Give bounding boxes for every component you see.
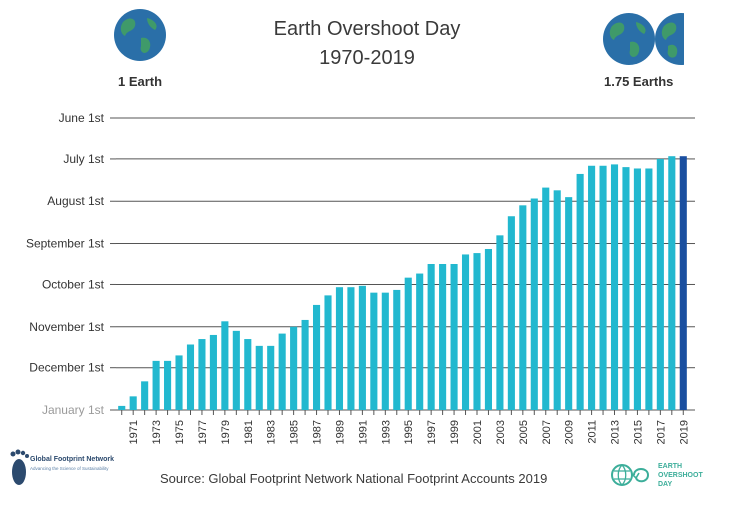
bar-2002 [484,248,493,410]
x-tick-label: 2015 [632,420,644,444]
bar-1986 [301,319,309,410]
source-note: Source: Global Footprint Network Nationa… [160,471,548,486]
bar-1985 [290,326,298,410]
bar-1988 [324,295,332,410]
bar-1980 [232,330,240,410]
bar-1997 [427,264,435,410]
x-tick-label: 1973 [151,420,163,444]
earth-globe-icon [602,12,692,71]
chart-subtitle: 1970-2019 [319,47,415,69]
one-point-seven-five-earths-label: 1.75 Earths [604,74,674,89]
bar-1987 [312,304,321,410]
x-tick-label: 2009 [564,420,576,444]
x-tick-label: 2007 [541,420,553,444]
bar-1979 [221,321,229,410]
x-tick-label: 1985 [289,420,301,444]
bar-2005 [519,205,527,410]
y-tick-label: September 1st [26,237,105,251]
bar-1970 [118,405,126,410]
y-tick-label: January 1st [42,403,105,417]
bar-1981 [244,339,252,410]
bar-2013 [610,164,619,410]
x-tick-label: 2019 [678,420,690,444]
bar-2016 [645,168,653,410]
bar-1972 [141,381,149,410]
bar-1978 [209,334,217,410]
bar-1993 [381,292,389,410]
x-tick-label: 1989 [334,420,346,444]
bar-2006 [530,198,538,410]
y-tick-label: October 1st [42,277,105,291]
bar-2015 [633,168,641,410]
bar-2010 [576,173,584,410]
bar-2019 [679,156,687,410]
x-tick-label: 2005 [518,420,530,444]
bar-1994 [393,289,401,410]
bar-1982 [255,345,263,410]
x-tick-label: 1977 [197,420,209,444]
bar-2000 [461,254,470,410]
x-tick-label: 2013 [610,420,622,444]
x-tick-label: 1987 [312,420,324,444]
gfn-logo-name: Global Footprint Network [30,456,114,463]
bar-1992 [370,292,378,410]
x-tick-label: 1971 [128,420,140,444]
bar-2011 [588,165,596,410]
overshoot-day-logo-icon [610,462,656,493]
bar-1983 [267,345,275,410]
bar-1976 [186,344,195,410]
y-tick-label: December 1st [29,361,104,375]
bar-2018 [668,156,676,410]
eod-logo-line2: OVERSHOOT [658,472,703,479]
earth-globe-icon [113,8,167,67]
x-tick-label: 2017 [655,420,667,444]
bar-2008 [553,190,561,410]
bar-2009 [565,197,573,410]
x-tick-label: 2001 [472,420,484,444]
eod-logo-line1: EARTH [658,463,683,470]
y-tick-label: August 1st [47,194,104,208]
bar-2014 [622,167,630,410]
x-tick-label: 1995 [403,420,415,444]
y-tick-label: November 1st [29,320,104,334]
bar-1971 [129,396,137,410]
bar-1998 [439,264,447,410]
bar-1977 [198,339,206,410]
bar-1990 [347,287,355,410]
eod-logo-line3: DAY [658,481,673,488]
y-tick-label: July 1st [63,152,104,166]
bar-2012 [599,165,607,410]
bar-1991 [358,285,366,410]
x-tick-label: 2011 [587,420,599,444]
bar-1973 [152,360,160,410]
bar-2004 [507,216,515,410]
bar-2001 [473,253,481,410]
bar-2017 [656,158,664,410]
one-earth-label: 1 Earth [118,74,163,89]
bar-1989 [335,287,344,410]
x-tick-label: 1979 [220,420,232,444]
x-tick-label: 1999 [449,420,461,444]
bar-1995 [404,277,412,410]
footprint-logo-icon [8,448,30,493]
x-tick-label: 1981 [243,420,255,444]
gfn-logo-tagline: Advancing the Science of Sustainability [30,466,109,471]
bar-1984 [278,333,286,410]
x-tick-label: 1993 [380,420,392,444]
x-tick-label: 1983 [266,420,278,444]
bar-1996 [416,273,424,410]
bar-1975 [175,355,183,410]
x-tick-label: 1975 [174,420,186,444]
y-tick-label: June 1st [59,111,105,125]
bar-1974 [164,360,172,410]
x-tick-label: 1997 [426,420,438,444]
x-tick-label: 2003 [495,420,507,444]
x-tick-label: 1991 [357,420,369,444]
bar-1999 [450,264,458,410]
chart-title: Earth Overshoot Day [273,18,461,40]
eod-logo-text: EARTH OVERSHOOT DAY [658,462,703,489]
bar-2007 [542,187,550,410]
bar-2003 [496,235,504,410]
